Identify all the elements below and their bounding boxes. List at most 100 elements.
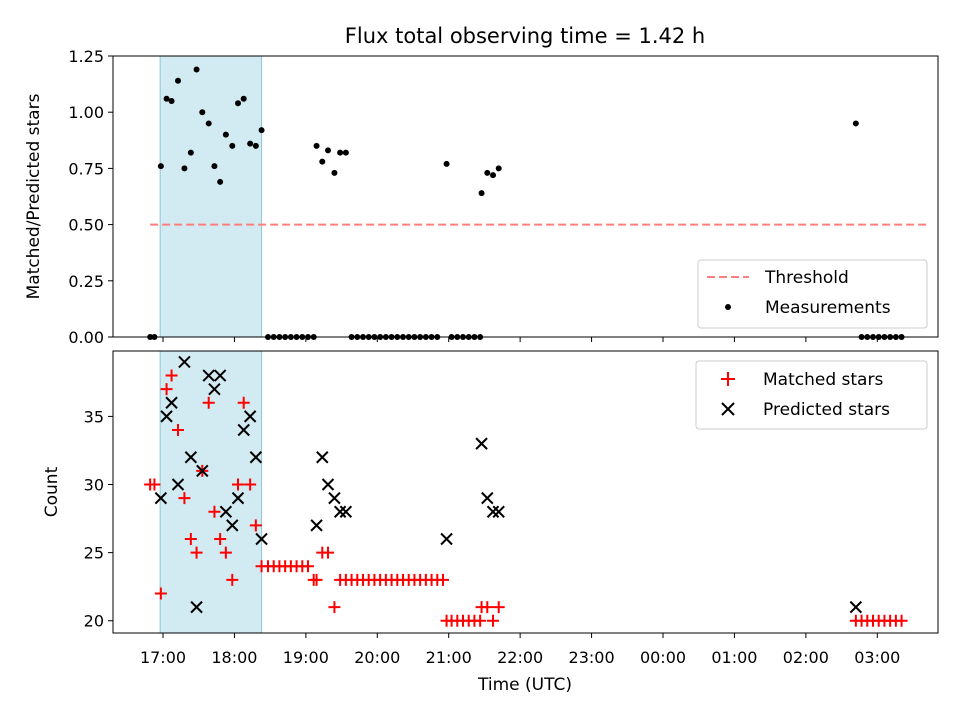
top-legend-box [697, 259, 928, 329]
measurement-point [187, 149, 194, 156]
top-y-tick-label: 1.25 [68, 47, 104, 66]
measurement-point [443, 160, 450, 167]
measurement-point [205, 120, 212, 127]
bottom-plot-frame [112, 350, 939, 634]
matched-stars-point [148, 478, 161, 491]
bottom-xticks: 17:00 18:00 19:00 20:00 21:00 22:00 23:00 00:00… [140, 633, 900, 667]
measurement-point [478, 190, 485, 197]
predicted-stars-point [178, 355, 191, 369]
top-y-tick-label: 0.50 [68, 216, 104, 235]
measurement-point [484, 169, 491, 176]
bottom-y-tick-label: 35 [84, 407, 104, 426]
predicted-stars-point [190, 600, 203, 614]
top-y-tick-label: 1.00 [68, 103, 104, 122]
bottom-legend: Matched stars Predicted stars [695, 360, 928, 430]
measurement-point [331, 169, 338, 176]
top-y-axis-label: Matched/Predicted stars [24, 93, 44, 299]
chart-title: Flux total observing time = 1.42 h [345, 24, 705, 48]
measurement-point [490, 172, 496, 179]
matched-stars-point [474, 614, 487, 627]
matched-stars-point [437, 573, 449, 586]
top-highlight-band [159, 55, 263, 338]
x-tick-label: 17:00 [140, 648, 186, 667]
measurement-point [495, 165, 502, 172]
measurement-point [325, 147, 331, 154]
bottom-y-tick-label: 20 [84, 612, 104, 631]
x-tick-label: 23:00 [569, 648, 615, 667]
top-xticks [162, 337, 878, 342]
predicted-stars-point [219, 505, 233, 518]
measurement-point [181, 165, 188, 172]
predicted-stars-point [321, 478, 335, 491]
top-band-layer [159, 55, 263, 338]
predicted-stars-point [165, 396, 178, 409]
measurement-point [217, 178, 224, 185]
predicted-stars-point [255, 532, 268, 546]
measurement-point [175, 77, 181, 84]
measurement-point [313, 142, 320, 149]
matched-stars-point [310, 573, 323, 586]
x-tick-label: 20:00 [354, 648, 400, 667]
predicted-stars-point [492, 505, 505, 518]
measurement-point [229, 142, 236, 149]
matched-stars-point [214, 533, 227, 545]
predicted-stars-point [475, 437, 488, 450]
top-panel: 0.00 0.25 0.50 0.75 1.00 1.25 Matched/Predict… [24, 47, 939, 347]
measurement-point [199, 109, 206, 116]
measurement-point [222, 131, 229, 138]
predicted-stars-point [202, 369, 215, 382]
predicted-stars-point [328, 491, 341, 505]
predicted-stars-point [184, 451, 198, 464]
measurement-point [258, 127, 265, 134]
top-y-tick-label: 0.25 [68, 272, 104, 291]
predicted-stars-point [316, 451, 329, 464]
predicted-stars-point [486, 505, 500, 518]
x-tick-label: 00:00 [640, 648, 686, 667]
predicted-stars-point [154, 491, 168, 505]
matched-stars-point [302, 560, 314, 573]
matched-stars-point [895, 614, 908, 627]
predicted-stars-point [243, 410, 257, 423]
x-tick-label: 02:00 [783, 648, 829, 667]
predicted-stars-point [226, 519, 239, 532]
matched-stars-point [232, 478, 244, 491]
matched-stars-point [481, 601, 494, 614]
predicted-stars-point [160, 410, 173, 423]
legend-predicted-swatch [721, 402, 735, 416]
matched-stars-point [154, 587, 167, 600]
x-tick-label: 22:00 [497, 648, 543, 667]
measurement-point [168, 97, 175, 104]
legend-matched-label: Matched stars [763, 370, 883, 390]
matched-stars-point [244, 478, 257, 491]
matched-stars-point [237, 396, 250, 409]
matched-stars-point [172, 424, 184, 437]
x-axis-label: Time (UTC) [477, 675, 572, 695]
bottom-yticks: 20 25 30 35 [84, 407, 113, 631]
matched-stars-point [487, 614, 499, 627]
top-y-tick-label: 0.75 [68, 159, 104, 178]
predicted-stars-point [481, 491, 494, 505]
top-y-tick-label: 0.00 [68, 328, 104, 347]
bottom-panel: 20 25 30 35 17:00 18:00 19:00 20:00 21:00 22:00 2… [42, 350, 939, 695]
measurement-point [342, 149, 349, 156]
top-yticks: 0.00 0.25 0.50 0.75 1.00 1.25 [68, 47, 113, 347]
matched-stars-point [190, 546, 203, 559]
predicted-stars-point [310, 519, 323, 532]
predicted-stars-point [171, 478, 185, 491]
matched-stars-point [328, 601, 341, 614]
matched-stars-point [184, 533, 197, 545]
matched-stars-point [249, 519, 262, 532]
top-points-layer [147, 66, 905, 340]
measurement-point [235, 100, 241, 107]
matched-stars-point [202, 396, 215, 409]
x-tick-label: 21:00 [426, 648, 472, 667]
x-tick-label: 01:00 [711, 648, 757, 667]
predicted-stars-point [333, 505, 347, 518]
x-tick-label: 03:00 [854, 648, 900, 667]
measurement-point [157, 163, 164, 170]
measurement-point [852, 120, 859, 127]
predicted-stars-point [249, 451, 263, 464]
predicted-stars-point [849, 600, 863, 614]
matched-stars-point [165, 369, 178, 382]
